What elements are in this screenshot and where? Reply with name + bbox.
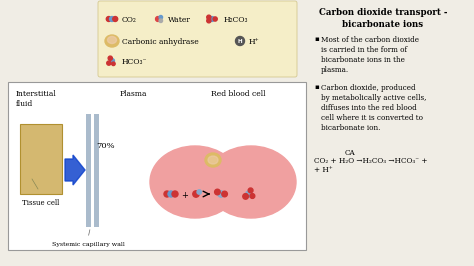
Circle shape — [106, 16, 111, 22]
Text: HCO₃⁻: HCO₃⁻ — [122, 58, 147, 66]
Text: CA: CA — [345, 149, 356, 157]
Text: CO₂: CO₂ — [122, 16, 137, 24]
Circle shape — [168, 191, 174, 197]
Circle shape — [207, 19, 211, 23]
Circle shape — [213, 17, 217, 21]
Text: H₂CO₃: H₂CO₃ — [224, 16, 248, 24]
Text: H: H — [237, 39, 242, 44]
FancyBboxPatch shape — [8, 82, 306, 250]
Ellipse shape — [150, 146, 240, 218]
Ellipse shape — [105, 35, 119, 47]
Text: Carbon dioxide, produced
by metabolically active cells,
diffuses into the red bl: Carbon dioxide, produced by metabolicall… — [321, 84, 427, 132]
Circle shape — [113, 16, 118, 22]
Circle shape — [248, 188, 253, 193]
Circle shape — [215, 189, 220, 195]
Circle shape — [197, 190, 201, 194]
Circle shape — [172, 191, 178, 197]
Text: Interstitial
fluid: Interstitial fluid — [16, 90, 57, 108]
Text: Water: Water — [168, 16, 191, 24]
Circle shape — [155, 16, 161, 22]
Circle shape — [107, 61, 111, 65]
Circle shape — [207, 15, 211, 19]
Text: Tissue cell: Tissue cell — [22, 199, 60, 207]
FancyArrow shape — [65, 155, 85, 185]
Text: +: + — [182, 190, 189, 200]
Text: ▪: ▪ — [314, 84, 319, 90]
Text: Most of the carbon dioxide
is carried in the form of
bicarbonate ions in the
pla: Most of the carbon dioxide is carried in… — [321, 36, 419, 74]
Ellipse shape — [108, 36, 117, 44]
Circle shape — [109, 59, 114, 64]
Circle shape — [159, 19, 163, 23]
Circle shape — [218, 191, 224, 197]
FancyBboxPatch shape — [20, 124, 62, 194]
Text: Carbon dioxide transport -
bicarbonate ions: Carbon dioxide transport - bicarbonate i… — [319, 8, 447, 29]
Text: H⁺: H⁺ — [249, 38, 260, 46]
Text: 70%: 70% — [96, 142, 115, 150]
Text: Carbonic anhydrase: Carbonic anhydrase — [122, 38, 199, 46]
Ellipse shape — [205, 153, 221, 167]
Ellipse shape — [206, 146, 296, 218]
FancyBboxPatch shape — [94, 114, 99, 227]
Circle shape — [236, 36, 245, 45]
Circle shape — [246, 191, 252, 197]
Ellipse shape — [208, 156, 218, 164]
Circle shape — [164, 191, 170, 197]
FancyBboxPatch shape — [98, 1, 297, 77]
Circle shape — [159, 15, 163, 19]
Circle shape — [250, 194, 255, 198]
Circle shape — [108, 56, 112, 60]
Text: + H⁺: + H⁺ — [314, 166, 333, 174]
Circle shape — [210, 16, 214, 22]
Text: Red blood cell: Red blood cell — [211, 90, 265, 98]
Text: ▪: ▪ — [314, 36, 319, 42]
Text: CO₂ + H₂O →H₂CO₃ →HCO₃⁻ +: CO₂ + H₂O →H₂CO₃ →HCO₃⁻ + — [314, 157, 428, 165]
Text: Systemic capillary wall: Systemic capillary wall — [52, 242, 125, 247]
Circle shape — [243, 194, 248, 199]
Circle shape — [109, 16, 114, 22]
FancyBboxPatch shape — [86, 114, 91, 227]
Circle shape — [193, 191, 199, 197]
Circle shape — [222, 191, 228, 197]
Circle shape — [112, 62, 115, 65]
Text: Plasma: Plasma — [119, 90, 147, 98]
